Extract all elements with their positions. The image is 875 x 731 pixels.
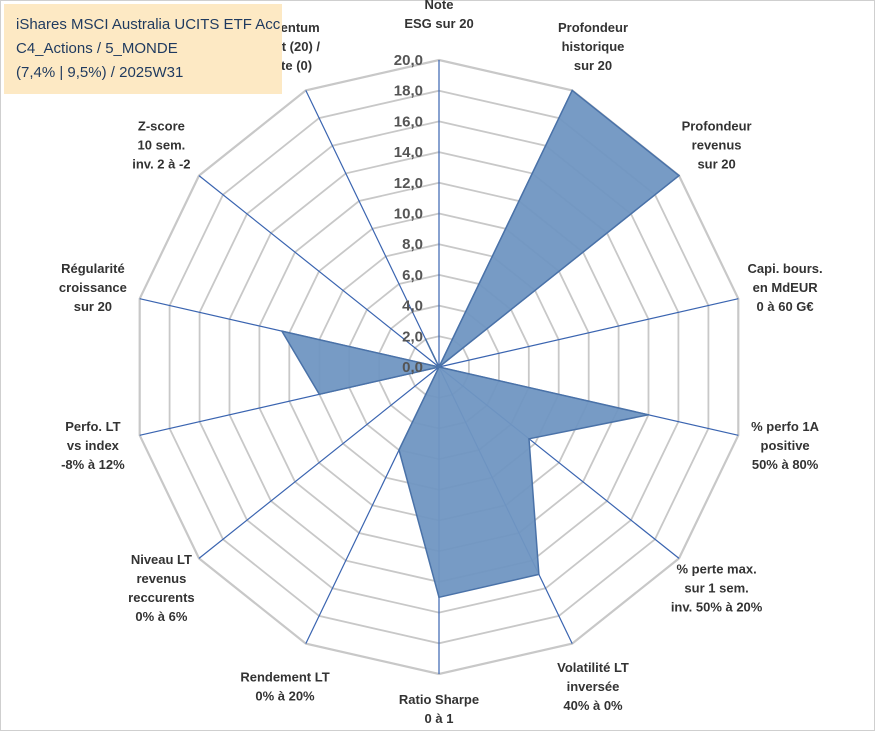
- axis-label-group: Rendement LT 0% à 20%: [240, 669, 329, 703]
- axis-label: Rendement LT: [240, 669, 329, 684]
- axis-label-group: Régularité croissance sur 20: [59, 261, 127, 314]
- axis-label: Ratio Sharpe: [399, 692, 479, 707]
- radar-tick-labels: 0,0 2,0 4,0 6,0 8,0 10,0 12,0 14,0 16,0 18,0 20,0: [394, 52, 423, 376]
- axis-label: Capi. bours.: [748, 261, 823, 276]
- axis-label: vs index: [67, 438, 120, 453]
- tick-label: 16,0: [394, 113, 423, 130]
- axis-label: en MdEUR: [753, 280, 819, 295]
- axis-label: 40% à 0%: [563, 698, 623, 713]
- axis-label: % perfo 1A: [751, 419, 820, 434]
- axis-label: Volatilité LT: [557, 660, 629, 675]
- series-point: [424, 338, 427, 341]
- chart-title-line-3: (7,4% | 9,5%) / 2025W31: [16, 64, 184, 81]
- axis-label: 0% à 20%: [255, 688, 315, 703]
- axis-label: sur 1 sem.: [684, 580, 748, 595]
- axis-label: -8% à 12%: [61, 457, 125, 472]
- axis-label: Note: [425, 0, 454, 12]
- axis-label: revenus: [692, 138, 742, 153]
- series-point: [678, 174, 680, 177]
- tick-label: 18,0: [394, 83, 423, 100]
- axis-spoke: [198, 175, 440, 368]
- axis-label-group: Profondeur historique sur 20: [558, 20, 628, 73]
- tick-label: 4,0: [402, 298, 423, 315]
- axis-label: Niveau LT: [131, 552, 192, 567]
- series-point: [571, 89, 573, 92]
- radar-series: [281, 89, 680, 599]
- series-point: [318, 393, 321, 396]
- axis-spoke: [305, 90, 440, 368]
- tick-label: 12,0: [394, 175, 423, 192]
- axis-label: 0% à 6%: [135, 609, 187, 624]
- axis-label: inv. 2 à -2: [132, 157, 190, 172]
- series-point: [438, 366, 440, 368]
- axis-label: revenus: [136, 571, 186, 586]
- axis-label: sur 20: [697, 157, 735, 172]
- series-point: [528, 438, 530, 440]
- tick-label: 20,0: [394, 52, 423, 69]
- axis-label-group: Ratio Sharpe 0 à 1: [399, 692, 479, 726]
- chart-title-box: iShares MSCI Australia UCITS ETF Acc C4_…: [4, 4, 282, 94]
- axis-label: reccurents: [128, 590, 194, 605]
- axis-label: Perfo. LT: [65, 419, 120, 434]
- axis-label: sur 20: [574, 58, 612, 73]
- tick-label: 14,0: [394, 144, 423, 161]
- axis-label-group: Note ESG sur 20: [404, 0, 473, 31]
- axis-label: historique: [562, 39, 625, 54]
- axis-label-group: Z-score 10 sem. inv. 2 à -2: [132, 119, 190, 172]
- series-point: [647, 414, 650, 416]
- axis-label: Profondeur: [558, 20, 628, 35]
- axis-label: Profondeur: [682, 119, 752, 134]
- axis-label: 0 à 60 G€: [757, 299, 814, 314]
- axis-label: ESG sur 20: [404, 16, 473, 31]
- axis-label: 10 sem.: [138, 138, 186, 153]
- series-point: [398, 449, 400, 451]
- axis-label-group: % perte max. sur 1 sem. inv. 50% à 20%: [671, 561, 763, 614]
- axis-label-group: Volatilité LT inversée 40% à 0%: [557, 660, 629, 713]
- tick-label: 8,0: [402, 236, 423, 253]
- chart-title-line-2: C4_Actions / 5_MONDE: [16, 40, 178, 57]
- axis-label: croissance: [59, 280, 127, 295]
- axis-label: positive: [761, 438, 810, 453]
- tick-label: 0,0: [402, 359, 423, 376]
- axis-label: inv. 50% à 20%: [671, 599, 763, 614]
- axis-label-group: Niveau LT revenus reccurents 0% à 6%: [128, 552, 194, 624]
- tick-label: 10,0: [394, 206, 423, 223]
- tick-label: 2,0: [402, 328, 423, 345]
- series-point: [538, 573, 540, 576]
- series-point: [281, 330, 283, 332]
- chart-title-line-1: iShares MSCI Australia UCITS ETF Acc: [16, 16, 281, 33]
- axis-label: Régularité: [61, 261, 125, 276]
- axis-label-group: % perfo 1A positive 50% à 80%: [751, 419, 820, 472]
- axis-label-group: Capi. bours. en MdEUR 0 à 60 G€: [748, 261, 823, 314]
- axis-label-group: Profondeur revenus sur 20: [682, 119, 752, 172]
- axis-label: 50% à 80%: [752, 457, 819, 472]
- axis-label: Z-score: [138, 119, 185, 134]
- axis-spoke: [438, 298, 739, 368]
- axis-label-group: Perfo. LT vs index -8% à 12%: [61, 419, 125, 472]
- axis-label: % perte max.: [676, 561, 756, 576]
- axis-spoke: [198, 366, 440, 559]
- axis-label: sur 20: [74, 299, 112, 314]
- axis-label: 0 à 1: [425, 711, 454, 726]
- axis-label: inversée: [567, 679, 620, 694]
- tick-label: 6,0: [402, 267, 423, 284]
- series-point: [438, 596, 440, 599]
